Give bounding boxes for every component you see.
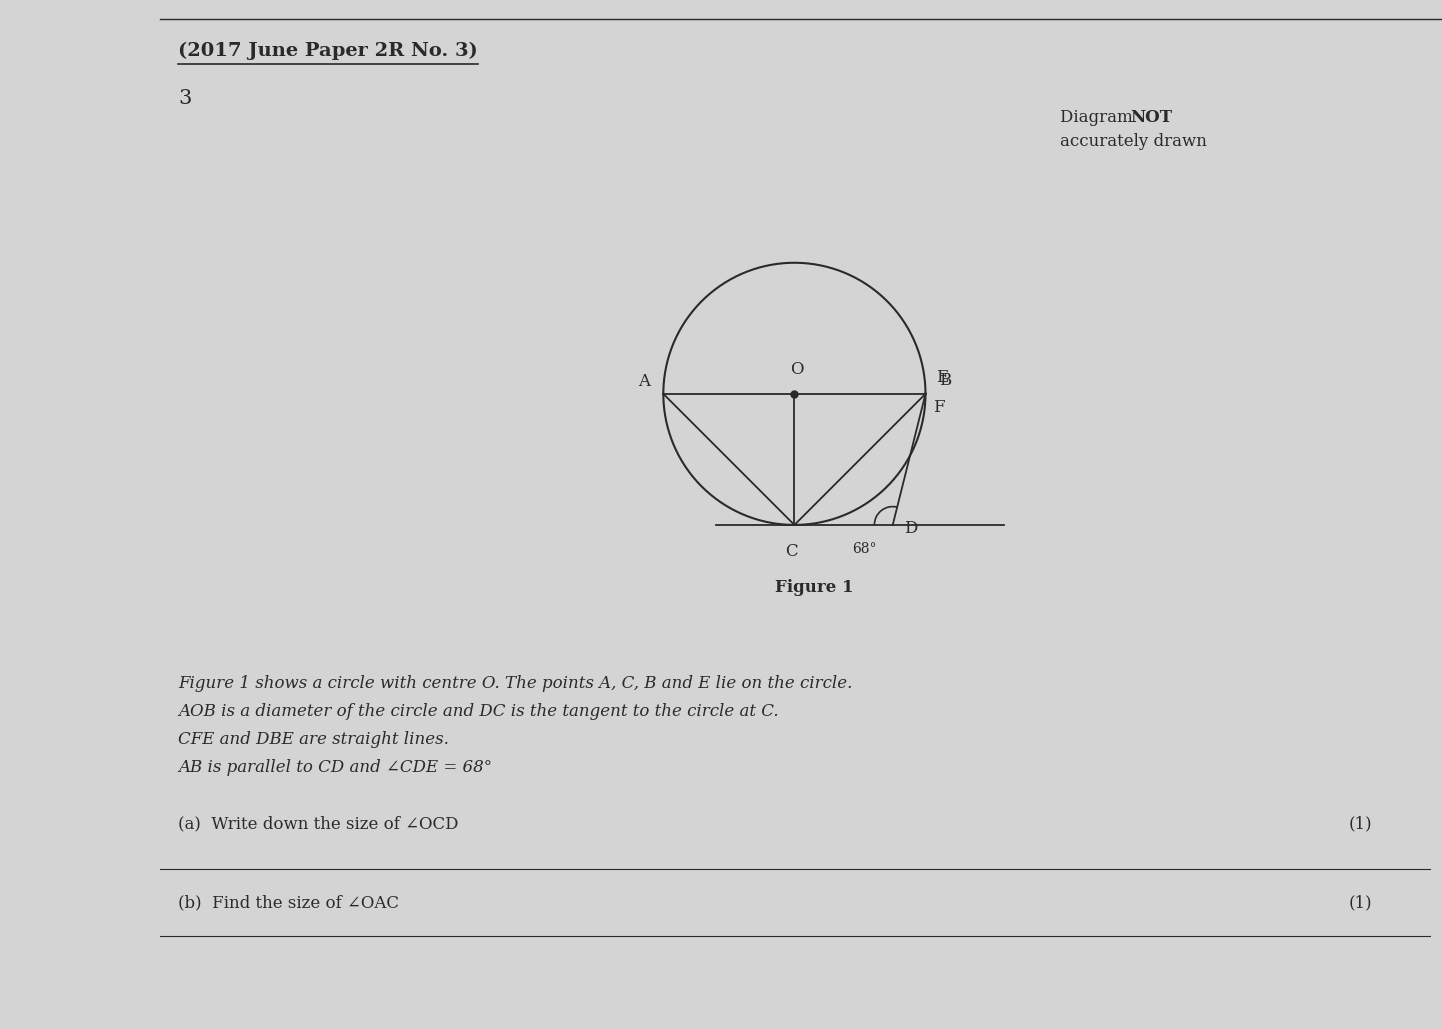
Text: Figure 1: Figure 1 xyxy=(774,579,854,597)
Text: 3: 3 xyxy=(177,90,192,108)
Text: (1): (1) xyxy=(1348,816,1371,832)
Text: F: F xyxy=(933,399,945,416)
Text: CFE and DBE are straight lines.: CFE and DBE are straight lines. xyxy=(177,732,448,748)
Text: NOT: NOT xyxy=(1131,108,1172,126)
Text: C: C xyxy=(786,543,797,560)
Text: D: D xyxy=(904,521,919,537)
Text: AB is parallel to CD and ∠CDE = 68°: AB is parallel to CD and ∠CDE = 68° xyxy=(177,759,492,777)
Text: 68°: 68° xyxy=(852,541,877,556)
Text: Diagram: Diagram xyxy=(1060,108,1138,126)
Text: (1): (1) xyxy=(1348,894,1371,911)
Text: B: B xyxy=(939,371,950,389)
Text: AOB is a diameter of the circle and DC is the tangent to the circle at C.: AOB is a diameter of the circle and DC i… xyxy=(177,704,779,720)
Text: accurately drawn: accurately drawn xyxy=(1060,133,1207,149)
Text: Figure 1 shows a circle with centre O. The points A, C, B and E lie on the circl: Figure 1 shows a circle with centre O. T… xyxy=(177,675,852,693)
Text: (b)  Find the size of ∠OAC: (b) Find the size of ∠OAC xyxy=(177,894,399,911)
Text: (2017 June Paper 2R No. 3): (2017 June Paper 2R No. 3) xyxy=(177,42,477,60)
Text: E: E xyxy=(936,369,949,386)
Text: O: O xyxy=(790,361,803,378)
Text: (a)  Write down the size of ∠OCD: (a) Write down the size of ∠OCD xyxy=(177,816,459,832)
Text: A: A xyxy=(639,372,650,390)
